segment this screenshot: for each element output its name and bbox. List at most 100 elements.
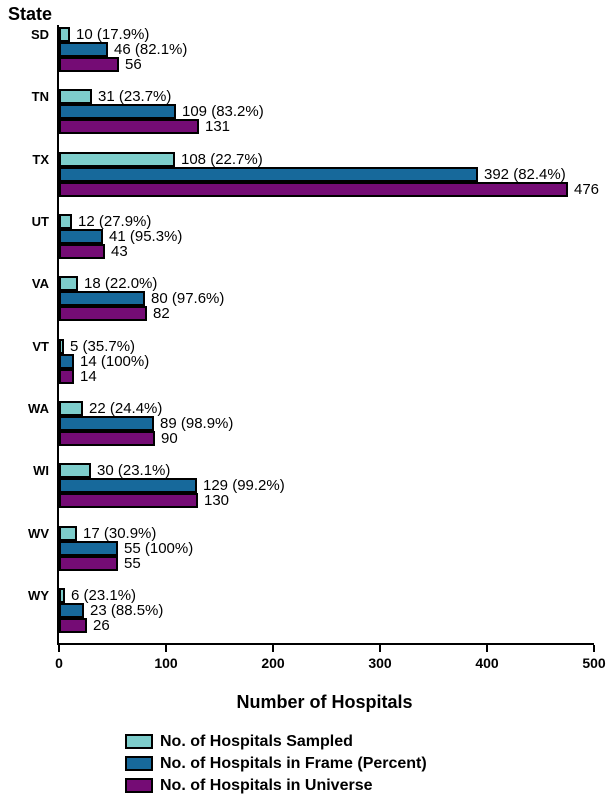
legend-label-universe: No. of Hospitals in Universe: [160, 776, 373, 794]
bar-value-label: 108 (22.7%): [181, 150, 263, 168]
bar: [59, 89, 92, 105]
bar-value-label: 30 (23.1%): [97, 462, 171, 480]
legend-item-universe: No. of Hospitals in Universe: [125, 776, 427, 794]
category-label: WV: [28, 525, 49, 541]
bar-group: TX 108 (22.7%) 392 (82.4%) 476: [32, 150, 599, 197]
bar: [59, 540, 118, 556]
bar: [59, 416, 154, 432]
bar-group: WI 30 (23.1%) 129 (99.2%) 130: [33, 462, 594, 510]
bar: [59, 214, 72, 230]
bar-group: SD 10 (17.9%) 46 (82.1%) 56: [31, 27, 594, 73]
bar-value-label: 109 (83.2%): [182, 103, 264, 121]
category-label: VT: [32, 338, 49, 354]
category-label: TN: [31, 89, 49, 105]
bar-value-label: 55 (100%): [124, 539, 194, 557]
bar: [59, 104, 176, 120]
bar-value-label: 82: [153, 305, 170, 323]
legend-label-sampled: No. of Hospitals Sampled: [160, 732, 353, 750]
bar-value-label: 22 (24.4%): [89, 400, 163, 418]
bar-group: UT 12 (27.9%) 41 (95.3%) 43: [32, 213, 594, 261]
legend-swatch-sampled-icon: [125, 734, 153, 749]
legend-swatch-universe-icon: [125, 778, 153, 793]
bar-value-label: 392 (82.4%): [484, 165, 566, 183]
bar-group: VT 5 (35.7%) 14 (100%) 14: [32, 337, 594, 385]
bar-value-label: 55: [124, 554, 141, 572]
bar: [59, 493, 198, 509]
bar: [59, 166, 478, 182]
bar-group: WY 6 (23.1%) 23 (88.5%) 26: [28, 587, 594, 635]
bar: [59, 57, 119, 72]
tick-label: 200: [261, 655, 285, 671]
bar-value-label: 14 (100%): [80, 352, 150, 370]
legend-label-frame: No. of Hospitals in Frame (Percent): [160, 754, 427, 772]
bar-value-label: 26: [93, 617, 110, 635]
category-label: WI: [33, 463, 49, 479]
bar-value-label: 130: [204, 492, 230, 510]
tick-label: 300: [368, 655, 392, 671]
bar-value-label: 80 (97.6%): [151, 290, 225, 308]
bar: [59, 588, 65, 604]
axis-tick: [272, 645, 274, 652]
bar-value-label: 31 (23.7%): [98, 88, 172, 106]
tick-label: 500: [582, 655, 606, 671]
bar-value-label: 17 (30.9%): [83, 524, 157, 542]
bar: [59, 353, 74, 369]
bar: [59, 603, 84, 619]
bar: [59, 181, 568, 197]
bar-value-label: 90: [161, 430, 178, 448]
legend-item-sampled: No. of Hospitals Sampled: [125, 732, 427, 750]
bar: [59, 478, 197, 494]
legend-item-frame: No. of Hospitals in Frame (Percent): [125, 754, 427, 772]
bar: [59, 463, 91, 479]
bar-value-label: 14: [80, 367, 97, 385]
axis-tick: [593, 645, 595, 652]
plot-area: SD 10 (17.9%) 46 (82.1%) 56 TN 31 (23.7%) 109 …: [28, 25, 606, 671]
bar: [59, 368, 74, 384]
category-label: VA: [31, 276, 49, 292]
bar: [59, 306, 147, 322]
bar-value-label: 46 (82.1%): [114, 41, 188, 58]
bar-value-label: 43: [111, 243, 128, 261]
bar-value-label: 18 (22.0%): [84, 275, 158, 293]
bar-value-label: 131: [205, 118, 231, 136]
bar: [59, 229, 103, 245]
category-label: WY: [28, 588, 49, 604]
bar-value-label: 23 (88.5%): [90, 602, 164, 620]
bar: [59, 555, 118, 571]
bar-group: VA 18 (22.0%) 80 (97.6%) 82: [32, 275, 594, 323]
bar-value-label: 41 (95.3%): [109, 228, 183, 246]
bar: [59, 291, 145, 307]
bar: [59, 119, 199, 135]
bar-value-label: 476: [574, 180, 600, 198]
bar: [59, 618, 87, 634]
bar-group: TN 31 (23.7%) 109 (83.2%) 131: [32, 88, 594, 136]
bar-value-label: 129 (99.2%): [203, 477, 285, 495]
bar-group: WA 22 (24.4%) 89 (98.9%) 90: [28, 400, 594, 448]
category-label: TX: [32, 151, 49, 167]
tick-label: 400: [475, 655, 499, 671]
bar: [59, 401, 83, 417]
bar: [59, 338, 64, 354]
bar-value-label: 56: [125, 56, 142, 73]
bar: [59, 151, 175, 167]
bar-value-label: 5 (35.7%): [70, 337, 136, 355]
tick-label: 100: [154, 655, 178, 671]
bar-value-label: 12 (27.9%): [78, 213, 152, 231]
bar: [59, 42, 108, 57]
category-label: WA: [28, 401, 49, 417]
bar: [59, 525, 77, 541]
legend-swatch-frame-icon: [125, 756, 153, 771]
legend: No. of Hospitals Sampled No. of Hospital…: [125, 732, 427, 800]
bar: [59, 431, 155, 447]
bar: [59, 244, 105, 260]
x-axis-title: Number of Hospitals: [236, 692, 413, 712]
y-axis-title: State: [8, 4, 53, 24]
axis-tick: [165, 645, 167, 652]
bar-value-label: 6 (23.1%): [71, 587, 137, 605]
category-label: SD: [30, 27, 49, 42]
category-label: UT: [31, 214, 49, 230]
axis-tick: [379, 645, 381, 652]
bar: [59, 27, 70, 42]
bar-value-label: 89 (98.9%): [160, 415, 234, 433]
